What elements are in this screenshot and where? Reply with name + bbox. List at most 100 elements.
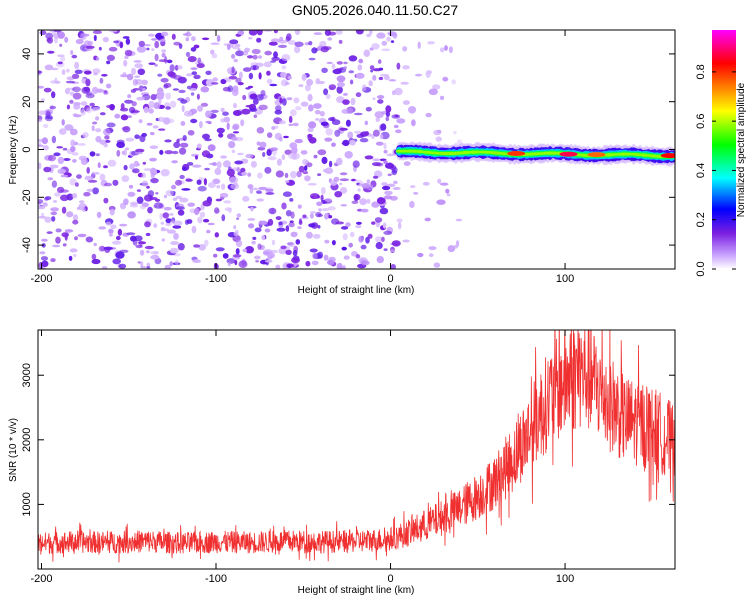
- heatmap-cell: [245, 246, 254, 254]
- heatmap-cell: [138, 40, 145, 47]
- heatmap-cell: [308, 104, 314, 112]
- heatmap-cell: [383, 248, 388, 252]
- heatmap-cell: [66, 211, 74, 218]
- heatmap-cell: [275, 105, 282, 112]
- heatmap-cell: [295, 263, 299, 266]
- heatmap-cell: [322, 122, 330, 129]
- heatmap-cell: [408, 106, 417, 114]
- heatmap-cell: [130, 235, 137, 242]
- heatmap-cell: [153, 250, 160, 255]
- heatmap-cell: [125, 38, 131, 45]
- colorbar-tick-label: 0.6: [695, 114, 707, 129]
- y-tick-label: -20: [21, 189, 33, 205]
- heatmap-cell: [335, 221, 345, 225]
- bottom-plot-frame: [37, 329, 676, 570]
- heatmap-cell: [212, 178, 221, 185]
- heatmap-cell: [245, 104, 254, 108]
- heatmap-cell: [364, 155, 374, 160]
- heatmap-cell: [161, 238, 165, 242]
- heatmap-cell: [128, 184, 134, 189]
- heatmap-cell: [439, 47, 445, 53]
- heatmap-cell: [143, 106, 149, 113]
- heatmap-cell: [41, 238, 48, 242]
- heatmap-cell: [226, 122, 230, 130]
- heatmap-cell: [178, 89, 186, 94]
- heatmap-cell: [38, 206, 46, 210]
- heatmap-cell: [381, 236, 385, 242]
- heatmap-cell: [207, 144, 216, 152]
- heatmap-cell: [145, 232, 151, 237]
- heatmap-cell: [174, 259, 179, 266]
- heatmap-cell: [269, 83, 278, 87]
- heatmap-cell: [359, 198, 367, 206]
- heatmap-cell: [315, 78, 321, 85]
- heatmap-cell: [134, 235, 143, 242]
- heatmap-cell: [323, 88, 329, 96]
- heatmap-cell: [255, 260, 259, 263]
- heatmap-cell: [403, 161, 411, 167]
- heatmap-cell: [190, 118, 198, 124]
- heatmap-cell: [241, 171, 248, 176]
- heatmap-cell: [47, 177, 54, 181]
- heatmap-cell: [294, 41, 304, 47]
- heatmap-cell: [44, 196, 52, 201]
- heatmap-cell: [366, 33, 372, 38]
- heatmap-cell: [245, 153, 254, 159]
- heatmap-cell: [258, 55, 262, 59]
- heatmap-cell: [291, 257, 300, 264]
- heatmap-cell: [166, 59, 173, 64]
- heatmap-cell: [214, 207, 220, 214]
- heatmap-cell: [58, 128, 67, 135]
- heatmap-cell: [134, 63, 143, 69]
- heatmap-cell: [229, 176, 239, 184]
- heatmap-cell: [247, 172, 252, 177]
- heatmap-cell: [83, 40, 91, 48]
- heatmap-cell: [197, 185, 207, 192]
- heatmap-cell: [150, 177, 159, 184]
- heatmap-cell: [142, 161, 146, 165]
- heatmap-cell: [294, 30, 301, 36]
- heatmap-cell: [139, 134, 146, 143]
- heatmap-cell: [354, 130, 362, 134]
- heatmap-cell: [220, 78, 227, 85]
- heatmap-cell: [234, 229, 239, 236]
- heatmap-cell: [395, 129, 402, 134]
- heatmap-cell: [53, 200, 57, 203]
- heatmap-cell: [383, 230, 393, 235]
- heatmap-cell: [374, 111, 384, 119]
- heatmap-cell: [115, 251, 125, 259]
- heatmap-cell: [321, 156, 328, 164]
- heatmap-cell: [259, 141, 267, 148]
- heatmap-cell: [236, 213, 241, 218]
- heatmap-cell: [377, 59, 382, 64]
- heatmap-cell: [339, 182, 343, 186]
- heatmap-cell: [122, 72, 127, 77]
- heatmap-cell: [151, 48, 155, 51]
- heatmap-cell: [270, 147, 278, 152]
- heatmap-cell: [103, 165, 108, 169]
- heatmap-cell: [308, 41, 313, 46]
- heatmap-cell: [378, 67, 384, 71]
- heatmap-cell: [173, 141, 181, 149]
- heatmap-cell: [191, 225, 197, 234]
- heatmap-cell: [79, 200, 85, 204]
- heatmap-cell: [319, 110, 325, 117]
- heatmap-cell: [60, 174, 69, 178]
- heatmap-cell: [275, 264, 281, 269]
- heatmap-cell: [368, 80, 373, 87]
- heatmap-cell: [191, 36, 196, 42]
- heatmap-cell: [187, 33, 192, 37]
- heatmap-cell: [72, 92, 82, 100]
- heatmap-cell: [138, 85, 144, 92]
- heatmap-cell: [242, 195, 250, 202]
- heatmap-cell: [248, 72, 254, 80]
- spectrogram-heatmap: [38, 30, 675, 269]
- heatmap-cell: [86, 107, 92, 114]
- heatmap-cell: [193, 244, 201, 248]
- heatmap-cell: [135, 244, 143, 249]
- heatmap-cell: [220, 155, 228, 159]
- heatmap-cell: [316, 195, 321, 199]
- heatmap-cell: [349, 231, 355, 238]
- heatmap-cell: [84, 175, 94, 181]
- heatmap-cell: [80, 158, 88, 165]
